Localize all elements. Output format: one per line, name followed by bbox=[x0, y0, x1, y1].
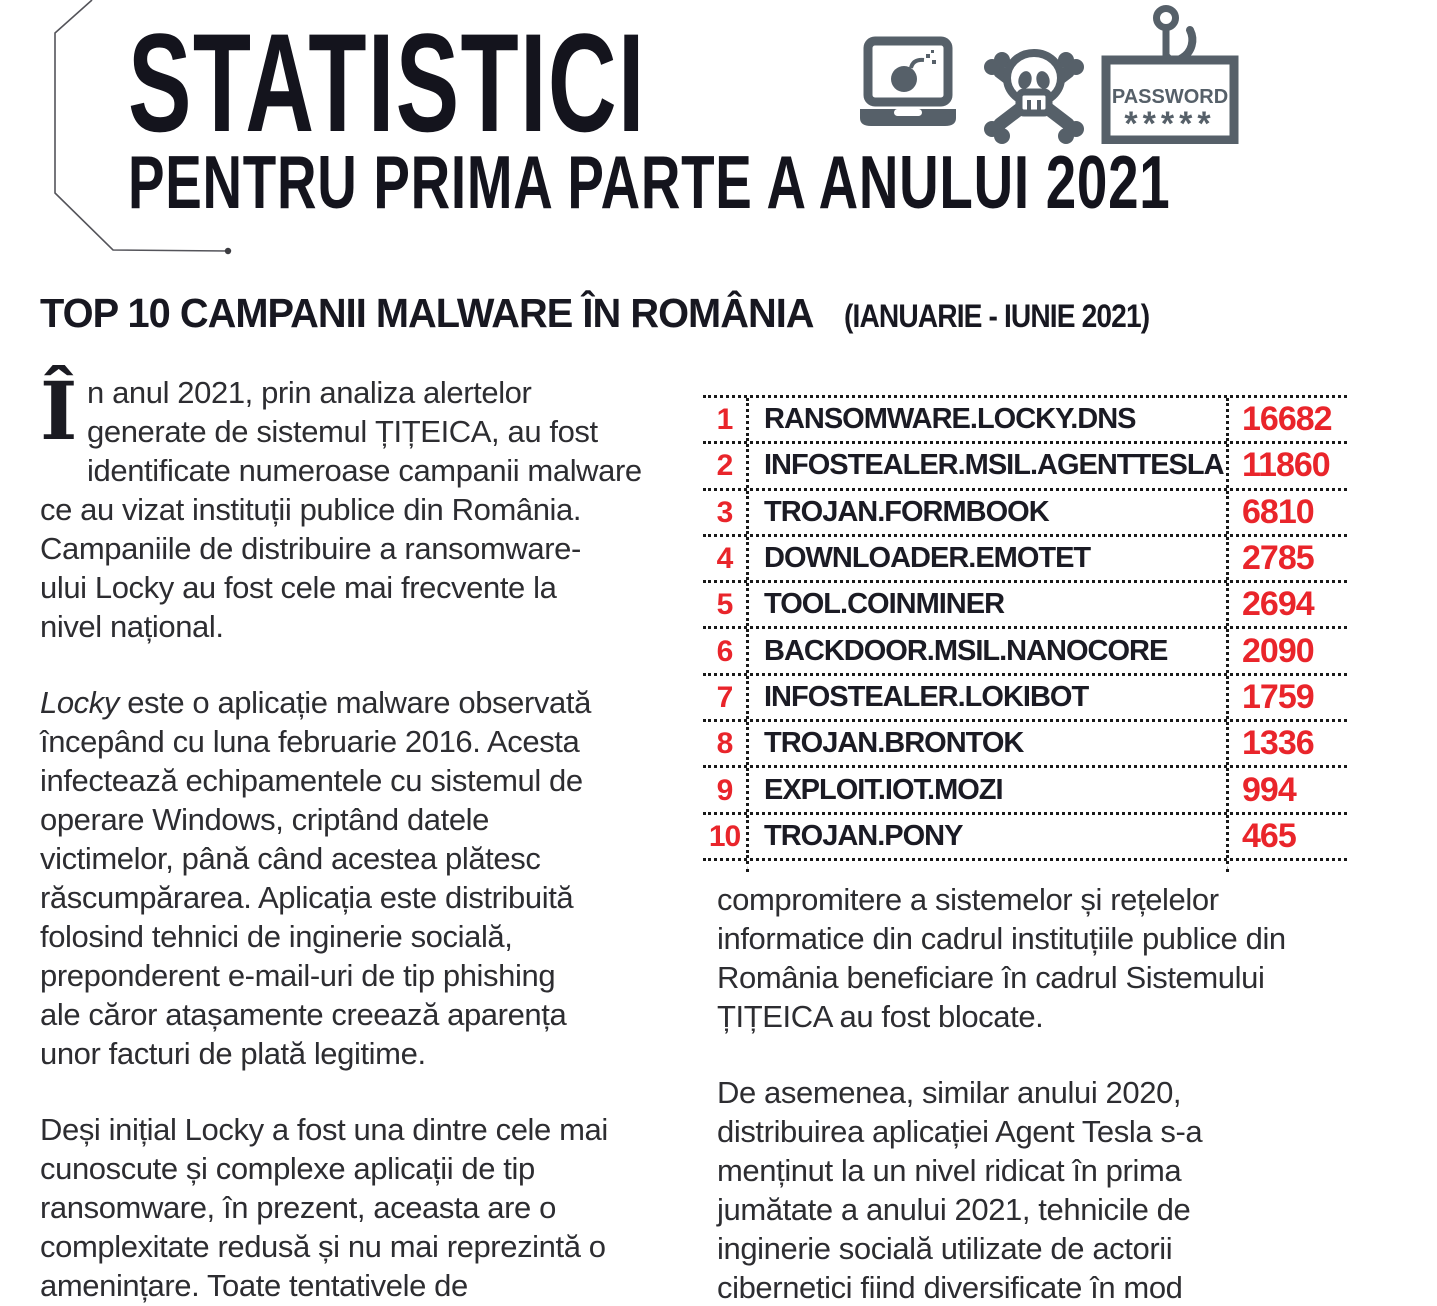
count-cell: 2694 bbox=[1226, 583, 1347, 627]
table-row: 2 INFOSTEALER.MSIL.AGENTTESLA 11860 bbox=[703, 441, 1347, 488]
skull-crossbones-icon bbox=[984, 49, 1084, 144]
table-row: 6 BACKDOOR.MSIL.NANOCORE 2090 bbox=[703, 626, 1347, 673]
right-column: 1 RANSOMWARE.LOCKY.DNS 16682 2 INFOSTEAL… bbox=[703, 395, 1403, 1306]
table-rule-tail bbox=[703, 857, 1347, 872]
section-heading-note: (IANUARIE - IUNIE 2021) bbox=[843, 298, 1150, 334]
malware-name-cell: EXPLOIT.IOT.MOZI bbox=[746, 768, 1226, 812]
table-row: 1 RANSOMWARE.LOCKY.DNS 16682 bbox=[703, 395, 1347, 442]
rank-cell: 3 bbox=[716, 495, 734, 529]
paragraph-locky-text: este o aplicație malware observată încep… bbox=[40, 685, 591, 1071]
page-title: STATISTICI bbox=[128, 4, 646, 161]
table-row: 10 TROJAN.PONY 465 bbox=[703, 811, 1347, 858]
rank-cell: 2 bbox=[716, 449, 734, 483]
malware-name-cell: RANSOMWARE.LOCKY.DNS bbox=[746, 398, 1226, 442]
section-heading-main: TOP 10 CAMPANII MALWARE ÎN ROMÂNIA bbox=[40, 290, 815, 336]
malware-name-cell: INFOSTEALER.LOKIBOT bbox=[746, 675, 1226, 720]
paragraph-agent-tesla: De asemenea, similar anului 2020, distri… bbox=[717, 1074, 1203, 1305]
malware-name-cell: TROJAN.PONY bbox=[746, 814, 1226, 858]
malware-name-cell: TROJAN.BRONTOK bbox=[746, 722, 1226, 766]
table-row: 9 EXPLOIT.IOT.MOZI 994 bbox=[703, 765, 1347, 812]
count-cell: 994 bbox=[1226, 768, 1347, 812]
table-row: 8 TROJAN.BRONTOK 1336 bbox=[703, 719, 1347, 766]
malware-name-cell: TOOL.COINMINER bbox=[746, 583, 1226, 627]
count-cell: 2090 bbox=[1226, 629, 1347, 673]
laptop-bomb-icon bbox=[860, 36, 956, 126]
section-heading: TOP 10 CAMPANII MALWARE ÎN ROMÂNIA (IANU… bbox=[40, 290, 1191, 337]
malware-name-cell: TROJAN.FORMBOOK bbox=[746, 490, 1226, 534]
table-row: 5 TOOL.COINMINER 2694 bbox=[703, 580, 1347, 627]
rank-cell: 1 bbox=[716, 403, 734, 437]
count-cell: 1759 bbox=[1226, 675, 1347, 720]
paragraph-blocked: compromitere a sistemelor și rețelelor i… bbox=[717, 881, 1286, 1034]
count-cell: 465 bbox=[1226, 814, 1347, 858]
malware-name-cell: BACKDOOR.MSIL.NANOCORE bbox=[746, 629, 1226, 673]
paragraph-locky-today: Deși inițial Locky a fost una dintre cel… bbox=[40, 1112, 608, 1303]
malware-name-cell: INFOSTEALER.MSIL.AGENTTESLA bbox=[746, 444, 1226, 488]
paragraph-intro-text: n anul 2021, prin analiza alertelor gene… bbox=[40, 375, 642, 644]
top10-malware-table: 1 RANSOMWARE.LOCKY.DNS 16682 2 INFOSTEAL… bbox=[703, 395, 1347, 872]
count-cell: 16682 bbox=[1226, 398, 1347, 442]
count-cell: 2785 bbox=[1226, 536, 1347, 581]
rank-cell: 7 bbox=[716, 680, 734, 714]
paragraph-locky: Locky este o aplicație malware observată… bbox=[40, 683, 688, 1073]
table-row: 3 TROJAN.FORMBOOK 6810 bbox=[703, 487, 1347, 534]
name-cell-tail bbox=[746, 860, 1226, 872]
password-icon-label: PASSWORD bbox=[1112, 86, 1228, 108]
locky-lead-word: Locky bbox=[40, 685, 119, 720]
rank-cell: 8 bbox=[716, 727, 734, 761]
table-row: 4 DOWNLOADER.EMOTET 2785 bbox=[703, 533, 1347, 581]
rank-cell: 5 bbox=[716, 588, 734, 622]
password-phishing-icon: PASSWORD ***** bbox=[1101, 5, 1239, 144]
count-cell: 1336 bbox=[1226, 722, 1347, 766]
rank-cell: 10 bbox=[708, 819, 741, 853]
rank-cell: 4 bbox=[716, 542, 734, 576]
page-subtitle: PENTRU PRIMA PARTE A ANULUI 2021 bbox=[128, 140, 1171, 224]
dropcap-letter: Î bbox=[40, 364, 78, 458]
password-icon-stars: ***** bbox=[1124, 105, 1215, 143]
rank-cell: 9 bbox=[716, 773, 734, 807]
corner-bracket-line bbox=[54, 0, 232, 255]
count-cell: 11860 bbox=[1226, 444, 1347, 488]
rank-cell: 6 bbox=[716, 634, 734, 668]
malware-name-cell: DOWNLOADER.EMOTET bbox=[746, 536, 1226, 581]
table-row: 7 INFOSTEALER.LOKIBOT 1759 bbox=[703, 672, 1347, 720]
count-cell-tail bbox=[1226, 860, 1347, 872]
count-cell: 6810 bbox=[1226, 490, 1347, 534]
